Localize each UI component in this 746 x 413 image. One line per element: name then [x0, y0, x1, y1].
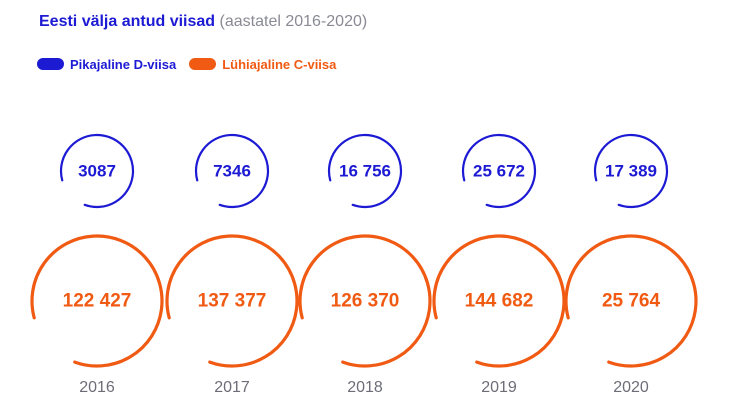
ring-c-visa-2016 [30, 234, 164, 368]
legend-item-d-visa: Pikajaline D-viisa [37, 57, 176, 72]
value-label-c-visa-2020: 25 764 [602, 291, 661, 312]
ring-c-visa-2019 [432, 234, 566, 368]
legend-label-d-visa: Pikajaline D-viisa [70, 56, 177, 72]
value-label-d-visa-2017: 7346 [213, 162, 251, 181]
legend-swatch-c-visa [189, 58, 217, 70]
chart-title-main: Eesti välja antud viisad [39, 13, 216, 30]
value-label-d-visa-2018: 16 756 [339, 162, 391, 181]
legend-swatch-d-visa [37, 58, 64, 70]
chart-subtitle: (aastatel 2016-2020) [219, 13, 368, 30]
year-label-2016: 2016 [79, 379, 115, 396]
value-label-c-visa-2019: 144 682 [465, 291, 534, 312]
value-label-c-visa-2018: 126 370 [331, 291, 400, 312]
ring-d-visa-2018 [327, 133, 403, 209]
value-label-d-visa-2020: 17 389 [605, 162, 657, 181]
value-label-c-visa-2016: 122 427 [63, 291, 132, 312]
year-label-2019: 2019 [481, 379, 517, 396]
legend-label-c-visa: Lühiajaline C-viisa [222, 56, 337, 72]
year-label-2020: 2020 [613, 379, 649, 396]
legend-item-c-visa: Lühiajaline C-viisa [189, 57, 336, 72]
chart-legend: Pikajaline D-viisa Lühiajaline C-viisa [37, 54, 349, 74]
ring-d-visa-2017 [194, 133, 270, 209]
year-label-2017: 2017 [214, 379, 250, 396]
ring-c-visa-2017 [165, 234, 299, 368]
ring-d-visa-2016 [59, 133, 135, 209]
year-label-2018: 2018 [347, 379, 383, 396]
chart-title: Eesti välja antud viisad (aastatel 2016-… [39, 13, 367, 31]
ring-c-visa-2020 [564, 234, 698, 368]
value-label-d-visa-2016: 3087 [78, 162, 116, 181]
value-label-c-visa-2017: 137 377 [198, 291, 267, 312]
value-label-d-visa-2019: 25 672 [473, 162, 525, 181]
ring-d-visa-2019 [461, 133, 537, 209]
ring-c-visa-2018 [298, 234, 432, 368]
ring-d-visa-2020 [593, 133, 669, 209]
